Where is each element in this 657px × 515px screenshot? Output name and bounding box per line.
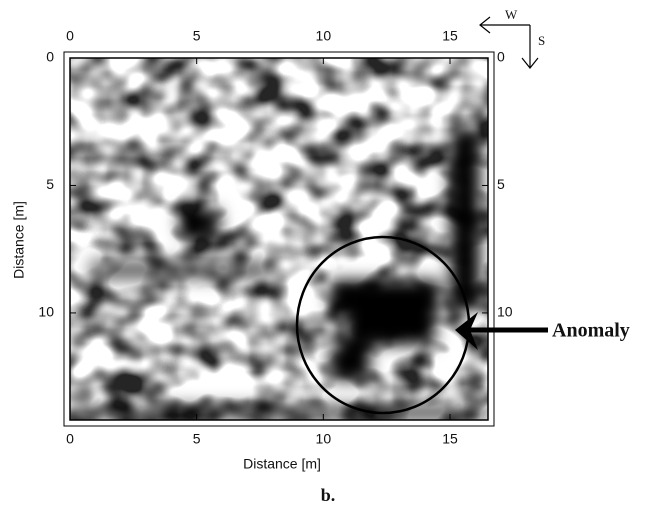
x-tick-label-top: 0: [66, 28, 74, 44]
y-tick-label: 0: [46, 49, 54, 65]
x-tick-label-top: 15: [442, 28, 458, 44]
x-tick-label: 5: [193, 431, 201, 447]
x-tick-label: 15: [442, 431, 458, 447]
x-axis-label: Distance [m]: [243, 456, 321, 472]
gray-map: [70, 58, 488, 420]
arrow-head: [455, 312, 478, 350]
y-tick-label-right: 10: [497, 304, 513, 320]
x-tick-label-top: 5: [193, 28, 201, 44]
compass-w: W: [505, 7, 518, 22]
x-tick-label: 0: [66, 431, 74, 447]
x-tick-label: 10: [316, 431, 332, 447]
y-tick-label: 10: [38, 304, 54, 320]
plot-frame: [69, 57, 489, 421]
compass: W S: [479, 7, 545, 69]
y-axis-label: Distance [m]: [11, 201, 27, 279]
compass-s: S: [538, 33, 545, 48]
annotation: Anomaly: [552, 320, 630, 342]
y-tick-label-right: 5: [497, 176, 505, 192]
y-tick-label-right: 0: [497, 49, 505, 65]
outer-frame: [63, 51, 495, 427]
x-tick-label-top: 10: [316, 28, 332, 44]
caption: b.: [321, 485, 336, 505]
y-tick-label: 5: [46, 176, 54, 192]
